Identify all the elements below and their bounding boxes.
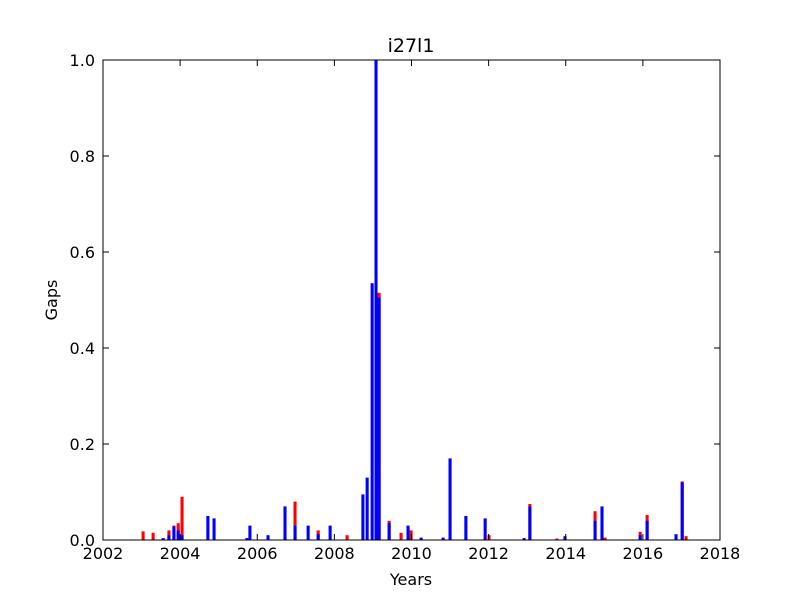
bar: [684, 536, 688, 540]
y-tick-label: 0.6: [70, 243, 95, 262]
y-tick-label: 0.0: [70, 531, 95, 550]
y-tick-label: 1.0: [70, 51, 95, 70]
bar: [387, 523, 391, 540]
bar: [377, 297, 381, 540]
bar: [528, 506, 532, 540]
bar: [245, 538, 249, 540]
bar: [370, 283, 374, 540]
plot-frame: [102, 59, 721, 541]
y-axis-label: Gaps: [42, 280, 61, 321]
x-axis-label: Years: [389, 570, 432, 589]
bar: [399, 532, 403, 540]
x-tick-label: 2004: [160, 544, 201, 563]
bar: [167, 535, 171, 540]
bar: [328, 525, 332, 540]
x-tick-label: 2018: [700, 544, 741, 563]
y-tick-label: 0.4: [70, 339, 95, 358]
bar: [593, 520, 597, 540]
bar: [406, 525, 410, 540]
bar: [161, 538, 165, 540]
chart-title: i27l1: [388, 35, 435, 57]
bar: [176, 530, 180, 540]
bar: [563, 536, 567, 540]
x-tick-label: 2010: [391, 544, 432, 563]
x-tick-label: 2008: [314, 544, 355, 563]
bar: [522, 538, 526, 540]
bar: [293, 525, 297, 540]
x-tick-label: 2016: [623, 544, 664, 563]
bar: [206, 516, 210, 540]
bar: [248, 525, 252, 540]
bar: [293, 501, 297, 540]
x-tick-label: 2006: [237, 544, 278, 563]
bar: [151, 532, 155, 540]
bar: [316, 534, 320, 540]
bar: [306, 525, 310, 540]
bar: [441, 537, 445, 540]
bar: [645, 520, 649, 540]
bar: [674, 534, 678, 540]
x-tick-label: 2002: [83, 544, 124, 563]
bar: [374, 60, 378, 540]
bar: [464, 516, 468, 540]
bar: [180, 496, 184, 540]
bar: [448, 458, 452, 540]
bar: [603, 537, 607, 540]
bar: [638, 535, 642, 540]
x-tick-label: 2014: [545, 544, 586, 563]
y-tick-label: 0.8: [70, 147, 95, 166]
bar: [283, 506, 287, 540]
bar: [172, 526, 176, 540]
bar: [419, 537, 423, 540]
bar: [483, 518, 487, 540]
bar: [680, 482, 684, 540]
x-tick-label: 2012: [468, 544, 509, 563]
bar: [212, 518, 216, 540]
bar: [361, 494, 365, 540]
bar: [365, 477, 369, 540]
bar: [141, 531, 145, 540]
bar: [266, 535, 270, 540]
y-tick-label: 0.2: [70, 435, 95, 454]
bar: [180, 535, 184, 540]
bar: [600, 506, 604, 540]
bar: [345, 535, 349, 540]
bar: [555, 538, 559, 540]
